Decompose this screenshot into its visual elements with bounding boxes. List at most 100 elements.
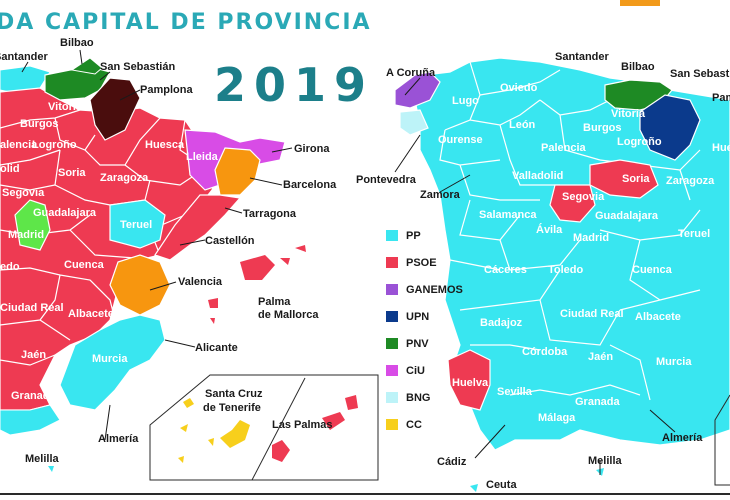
- orange-accent-bar: [620, 0, 660, 6]
- left-callouts: Santander Bilbao San Sebastián Pamplona …: [0, 37, 337, 465]
- svg-text:Jaén: Jaén: [21, 349, 46, 361]
- right-map: Lugo Oviedo León Ourense Palencia Burgos…: [356, 51, 730, 492]
- svg-text:Murcia: Murcia: [92, 353, 128, 365]
- svg-text:Ciudad Real: Ciudad Real: [0, 302, 64, 314]
- svg-text:Pamplona: Pamplona: [140, 84, 193, 96]
- svg-text:Lleida: Lleida: [186, 151, 219, 163]
- svg-text:Badajoz: Badajoz: [480, 317, 523, 329]
- right-callouts: A Coruña Santander Bilbao San Sebastián …: [356, 51, 730, 491]
- svg-text:Albacete: Albacete: [68, 308, 114, 320]
- svg-text:Almería: Almería: [662, 432, 703, 444]
- left-map: Burgos alencia Logroño Soria Huesca Zara…: [0, 37, 379, 481]
- svg-text:Pam: Pam: [712, 92, 730, 104]
- svg-text:San Sebastián: San Sebastián: [100, 61, 175, 73]
- region-soria: [589, 159, 659, 199]
- svg-text:Valencia: Valencia: [178, 276, 223, 288]
- canary-inset-box: [149, 374, 379, 481]
- island-mallorca: [240, 255, 275, 280]
- legend-item-psoe: PSOE: [386, 249, 463, 276]
- legend-swatch-pnv: [386, 338, 398, 349]
- region-cantabria: [0, 65, 51, 93]
- left-borders: [0, 109, 196, 366]
- label-palma-2: de Mallorca: [258, 309, 319, 321]
- svg-text:olid: olid: [0, 163, 20, 175]
- region-upn: [639, 94, 701, 161]
- region-murcia: [59, 314, 166, 411]
- region-madrid: [14, 199, 51, 251]
- svg-text:Ávila: Ávila: [536, 223, 563, 236]
- svg-text:Palencia: Palencia: [541, 142, 587, 154]
- svg-text:Castellón: Castellón: [205, 235, 255, 247]
- right-region-labels: Lugo Oviedo León Ourense Palencia Burgos…: [438, 82, 730, 424]
- svg-text:Melilla: Melilla: [25, 453, 60, 465]
- svg-text:Granada: Granada: [575, 396, 621, 408]
- island-tenerife: [220, 420, 250, 448]
- svg-text:Cuenca: Cuenca: [632, 264, 673, 276]
- svg-text:Bilbao: Bilbao: [621, 61, 655, 73]
- region-teruel: [109, 199, 166, 249]
- label-palma-1: Palma: [258, 296, 291, 308]
- region-segovia: [549, 184, 596, 223]
- svg-text:Santander: Santander: [555, 51, 610, 63]
- island-gran-canaria: [272, 440, 290, 462]
- svg-text:Girona: Girona: [294, 143, 330, 155]
- legend-swatch-ciu: [386, 365, 398, 376]
- svg-text:Granada: Granada: [11, 390, 57, 402]
- svg-text:Madrid: Madrid: [8, 229, 44, 241]
- svg-text:Ceuta: Ceuta: [486, 479, 517, 491]
- label-tenerife-2: de Tenerife: [203, 402, 261, 414]
- svg-text:Albacete: Albacete: [635, 311, 681, 323]
- svg-text:Hue: Hue: [712, 142, 730, 154]
- svg-text:Cáceres: Cáceres: [484, 264, 527, 276]
- right-leader-lines: [394, 77, 676, 475]
- svg-text:León: León: [509, 119, 536, 131]
- label-tenerife-1: Santa Cruz: [205, 388, 263, 400]
- svg-text:A Coruña: A Coruña: [386, 67, 436, 79]
- svg-text:Tarragona: Tarragona: [243, 208, 297, 220]
- svg-text:Melilla: Melilla: [588, 455, 623, 467]
- svg-text:Sevilla: Sevilla: [497, 386, 533, 398]
- svg-text:Logroño: Logroño: [32, 139, 77, 151]
- svg-text:Vitoria: Vitoria: [611, 108, 646, 120]
- svg-text:Zaragoza: Zaragoza: [100, 172, 149, 184]
- svg-text:Ourense: Ourense: [438, 134, 483, 146]
- svg-text:Vitoria: Vitoria: [48, 101, 83, 113]
- region-pamplona: [89, 77, 141, 141]
- legend-item-pp: PP: [386, 222, 463, 249]
- svg-text:Zamora: Zamora: [420, 189, 461, 201]
- svg-text:Teruel: Teruel: [678, 228, 710, 240]
- svg-text:Bilbao: Bilbao: [60, 37, 94, 49]
- svg-text:Cádiz: Cádiz: [437, 456, 467, 468]
- svg-text:San Sebastián: San Sebastián: [670, 68, 730, 80]
- svg-text:Almería: Almería: [98, 433, 139, 445]
- left-leader-lines: [21, 49, 293, 441]
- party-legend: PP PSOE GANEMOS UPN PNV CiU BNG CC: [386, 222, 463, 438]
- svg-text:Oviedo: Oviedo: [500, 82, 538, 94]
- legend-item-upn: UPN: [386, 303, 463, 330]
- svg-text:Cuenca: Cuenca: [64, 259, 105, 271]
- svg-text:Valladolid: Valladolid: [512, 170, 563, 182]
- legend-item-cc: CC: [386, 411, 463, 438]
- svg-text:Murcia: Murcia: [656, 356, 692, 368]
- region-huelva: [447, 349, 491, 411]
- legend-swatch-cc: [386, 419, 398, 430]
- svg-text:Burgos: Burgos: [20, 118, 59, 130]
- region-pp-main: [414, 57, 730, 451]
- region-bng: [399, 109, 429, 136]
- svg-text:Madrid: Madrid: [573, 232, 609, 244]
- svg-text:Soria: Soria: [58, 167, 86, 179]
- svg-text:Málaga: Málaga: [538, 412, 576, 424]
- svg-text:Segovia: Segovia: [2, 187, 45, 199]
- right-borders: [439, 61, 701, 401]
- legend-swatch-bng: [386, 392, 398, 403]
- region-ganemos: [394, 71, 441, 109]
- svg-text:Huesca: Huesca: [145, 139, 185, 151]
- svg-text:Alicante: Alicante: [195, 342, 238, 354]
- svg-text:Guadalajara: Guadalajara: [595, 210, 659, 222]
- svg-text:Ciudad Real: Ciudad Real: [560, 308, 624, 320]
- svg-text:Salamanca: Salamanca: [479, 209, 537, 221]
- region-barcelona: [214, 147, 261, 196]
- svg-text:Guadalajara: Guadalajara: [33, 207, 97, 219]
- svg-text:Soria: Soria: [622, 173, 650, 185]
